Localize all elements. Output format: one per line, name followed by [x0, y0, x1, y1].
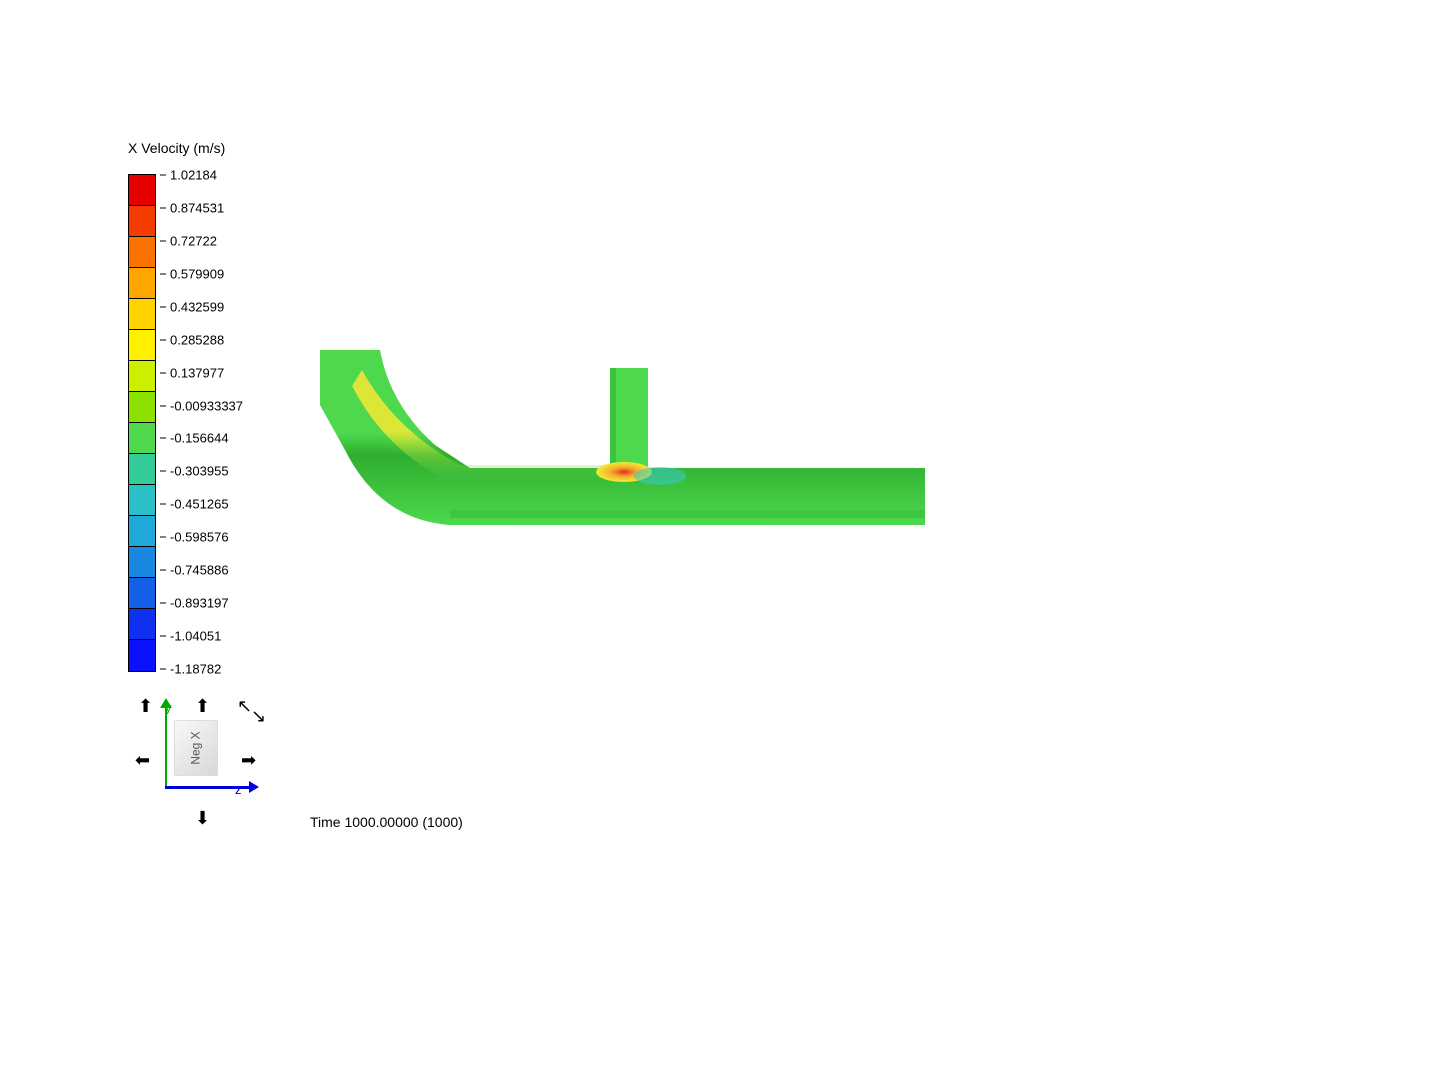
cfd-visualization — [300, 350, 930, 550]
color-swatch — [129, 609, 155, 640]
color-swatch — [129, 578, 155, 609]
color-swatch — [129, 361, 155, 392]
color-swatch — [129, 330, 155, 361]
nav-left-icon[interactable]: ⬅ — [135, 750, 150, 771]
colorbar-tick: 0.285288 — [160, 332, 224, 347]
nav-rotate-cw-icon[interactable]: ↘ — [251, 706, 266, 727]
color-swatch — [129, 485, 155, 516]
color-swatch — [129, 299, 155, 330]
colorbar-tick: -0.745886 — [160, 563, 229, 578]
colorbar-tick: -1.04051 — [160, 629, 221, 644]
colorbar: 1.021840.8745310.727220.5799090.4325990.… — [128, 174, 225, 672]
colorbar-tick: -0.893197 — [160, 596, 229, 611]
colorbar-tick: 0.432599 — [160, 299, 224, 314]
color-swatch — [129, 175, 155, 206]
color-swatch — [129, 516, 155, 547]
colorbar-tick: -0.156644 — [160, 431, 229, 446]
pipe-branch-shade — [610, 368, 616, 470]
colorbar-swatches — [128, 174, 156, 672]
colorbar-tick: 0.579909 — [160, 266, 224, 281]
colorbar-tick: 0.72722 — [160, 233, 217, 248]
time-label: Time 1000.00000 (1000) — [310, 814, 463, 830]
color-swatch — [129, 640, 155, 671]
nav-down-icon[interactable]: ⬇ — [195, 808, 210, 829]
colorbar-tick: 0.137977 — [160, 365, 224, 380]
colorbar-tick: -0.00933337 — [160, 398, 243, 413]
colorbar-tick: -0.598576 — [160, 530, 229, 545]
colorbar-tick: -1.18782 — [160, 662, 221, 677]
colorbar-tick: -0.303955 — [160, 464, 229, 479]
axis-y-label: y — [165, 700, 172, 715]
orientation-triad[interactable]: Neg X y z ⬆ ⬆ ↖ ↘ ⬅ ➡ ⬇ — [135, 690, 275, 840]
legend-title: X Velocity (m/s) — [128, 140, 225, 156]
nav-up-left-icon[interactable]: ⬆ — [138, 696, 153, 717]
cube-face-label: Neg X — [189, 731, 203, 764]
color-swatch — [129, 423, 155, 454]
colorbar-tick: 0.874531 — [160, 200, 224, 215]
colorbar-tick: 1.02184 — [160, 168, 217, 183]
color-swatch — [129, 237, 155, 268]
pipe-coolspot — [634, 467, 686, 485]
color-swatch — [129, 547, 155, 578]
nav-right-icon[interactable]: ➡ — [241, 750, 256, 771]
colorbar-tick: -0.451265 — [160, 497, 229, 512]
axis-z-label: z — [235, 782, 242, 797]
axis-z-arrow — [249, 781, 259, 793]
view-cube-face[interactable]: Neg X — [174, 720, 218, 776]
color-swatch — [129, 454, 155, 485]
color-swatch — [129, 392, 155, 423]
nav-rotate-ccw-icon[interactable]: ↖ — [237, 696, 252, 717]
pipe-bottom-shade — [450, 510, 925, 518]
pipe-svg — [300, 350, 930, 570]
color-legend: X Velocity (m/s) 1.02184 0.874531 0.72722 0… — [128, 140, 225, 672]
color-swatch — [129, 268, 155, 299]
color-swatch — [129, 206, 155, 237]
nav-up-icon[interactable]: ⬆ — [195, 696, 210, 717]
